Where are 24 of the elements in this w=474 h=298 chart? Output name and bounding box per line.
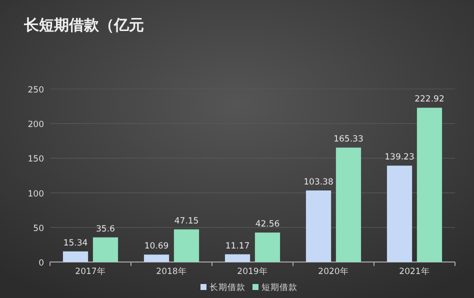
x-tick-label: 2020年 xyxy=(318,266,349,277)
data-label: 15.34 xyxy=(63,238,88,248)
data-label: 42.56 xyxy=(255,220,280,230)
data-label: 222.92 xyxy=(414,94,444,105)
x-tick-label: 2018年 xyxy=(156,266,187,277)
y-tick-label: 100 xyxy=(28,189,44,200)
legend-label: 短期借款 xyxy=(262,282,298,293)
y-tick-label: 0 xyxy=(38,258,44,268)
chart-title: 长短期借款（亿元 xyxy=(23,16,144,34)
data-label: 11.17 xyxy=(225,241,250,252)
data-label: 35.6 xyxy=(96,224,115,234)
data-label: 139.23 xyxy=(384,152,414,163)
legend-label: 长期借款 xyxy=(210,282,246,293)
y-tick-label: 150 xyxy=(28,154,44,165)
x-tick-label: 2017年 xyxy=(75,266,106,277)
data-label: 10.69 xyxy=(144,242,169,252)
y-tick-label: 200 xyxy=(28,120,44,130)
y-tick-label: 250 xyxy=(28,86,44,96)
y-tick-label: 50 xyxy=(33,224,44,234)
x-tick-label: 2019年 xyxy=(237,266,268,277)
data-label: 47.15 xyxy=(174,216,199,226)
x-tick-label: 2021年 xyxy=(399,266,430,277)
data-label: 165.33 xyxy=(334,134,364,145)
data-label: 103.38 xyxy=(304,177,334,188)
